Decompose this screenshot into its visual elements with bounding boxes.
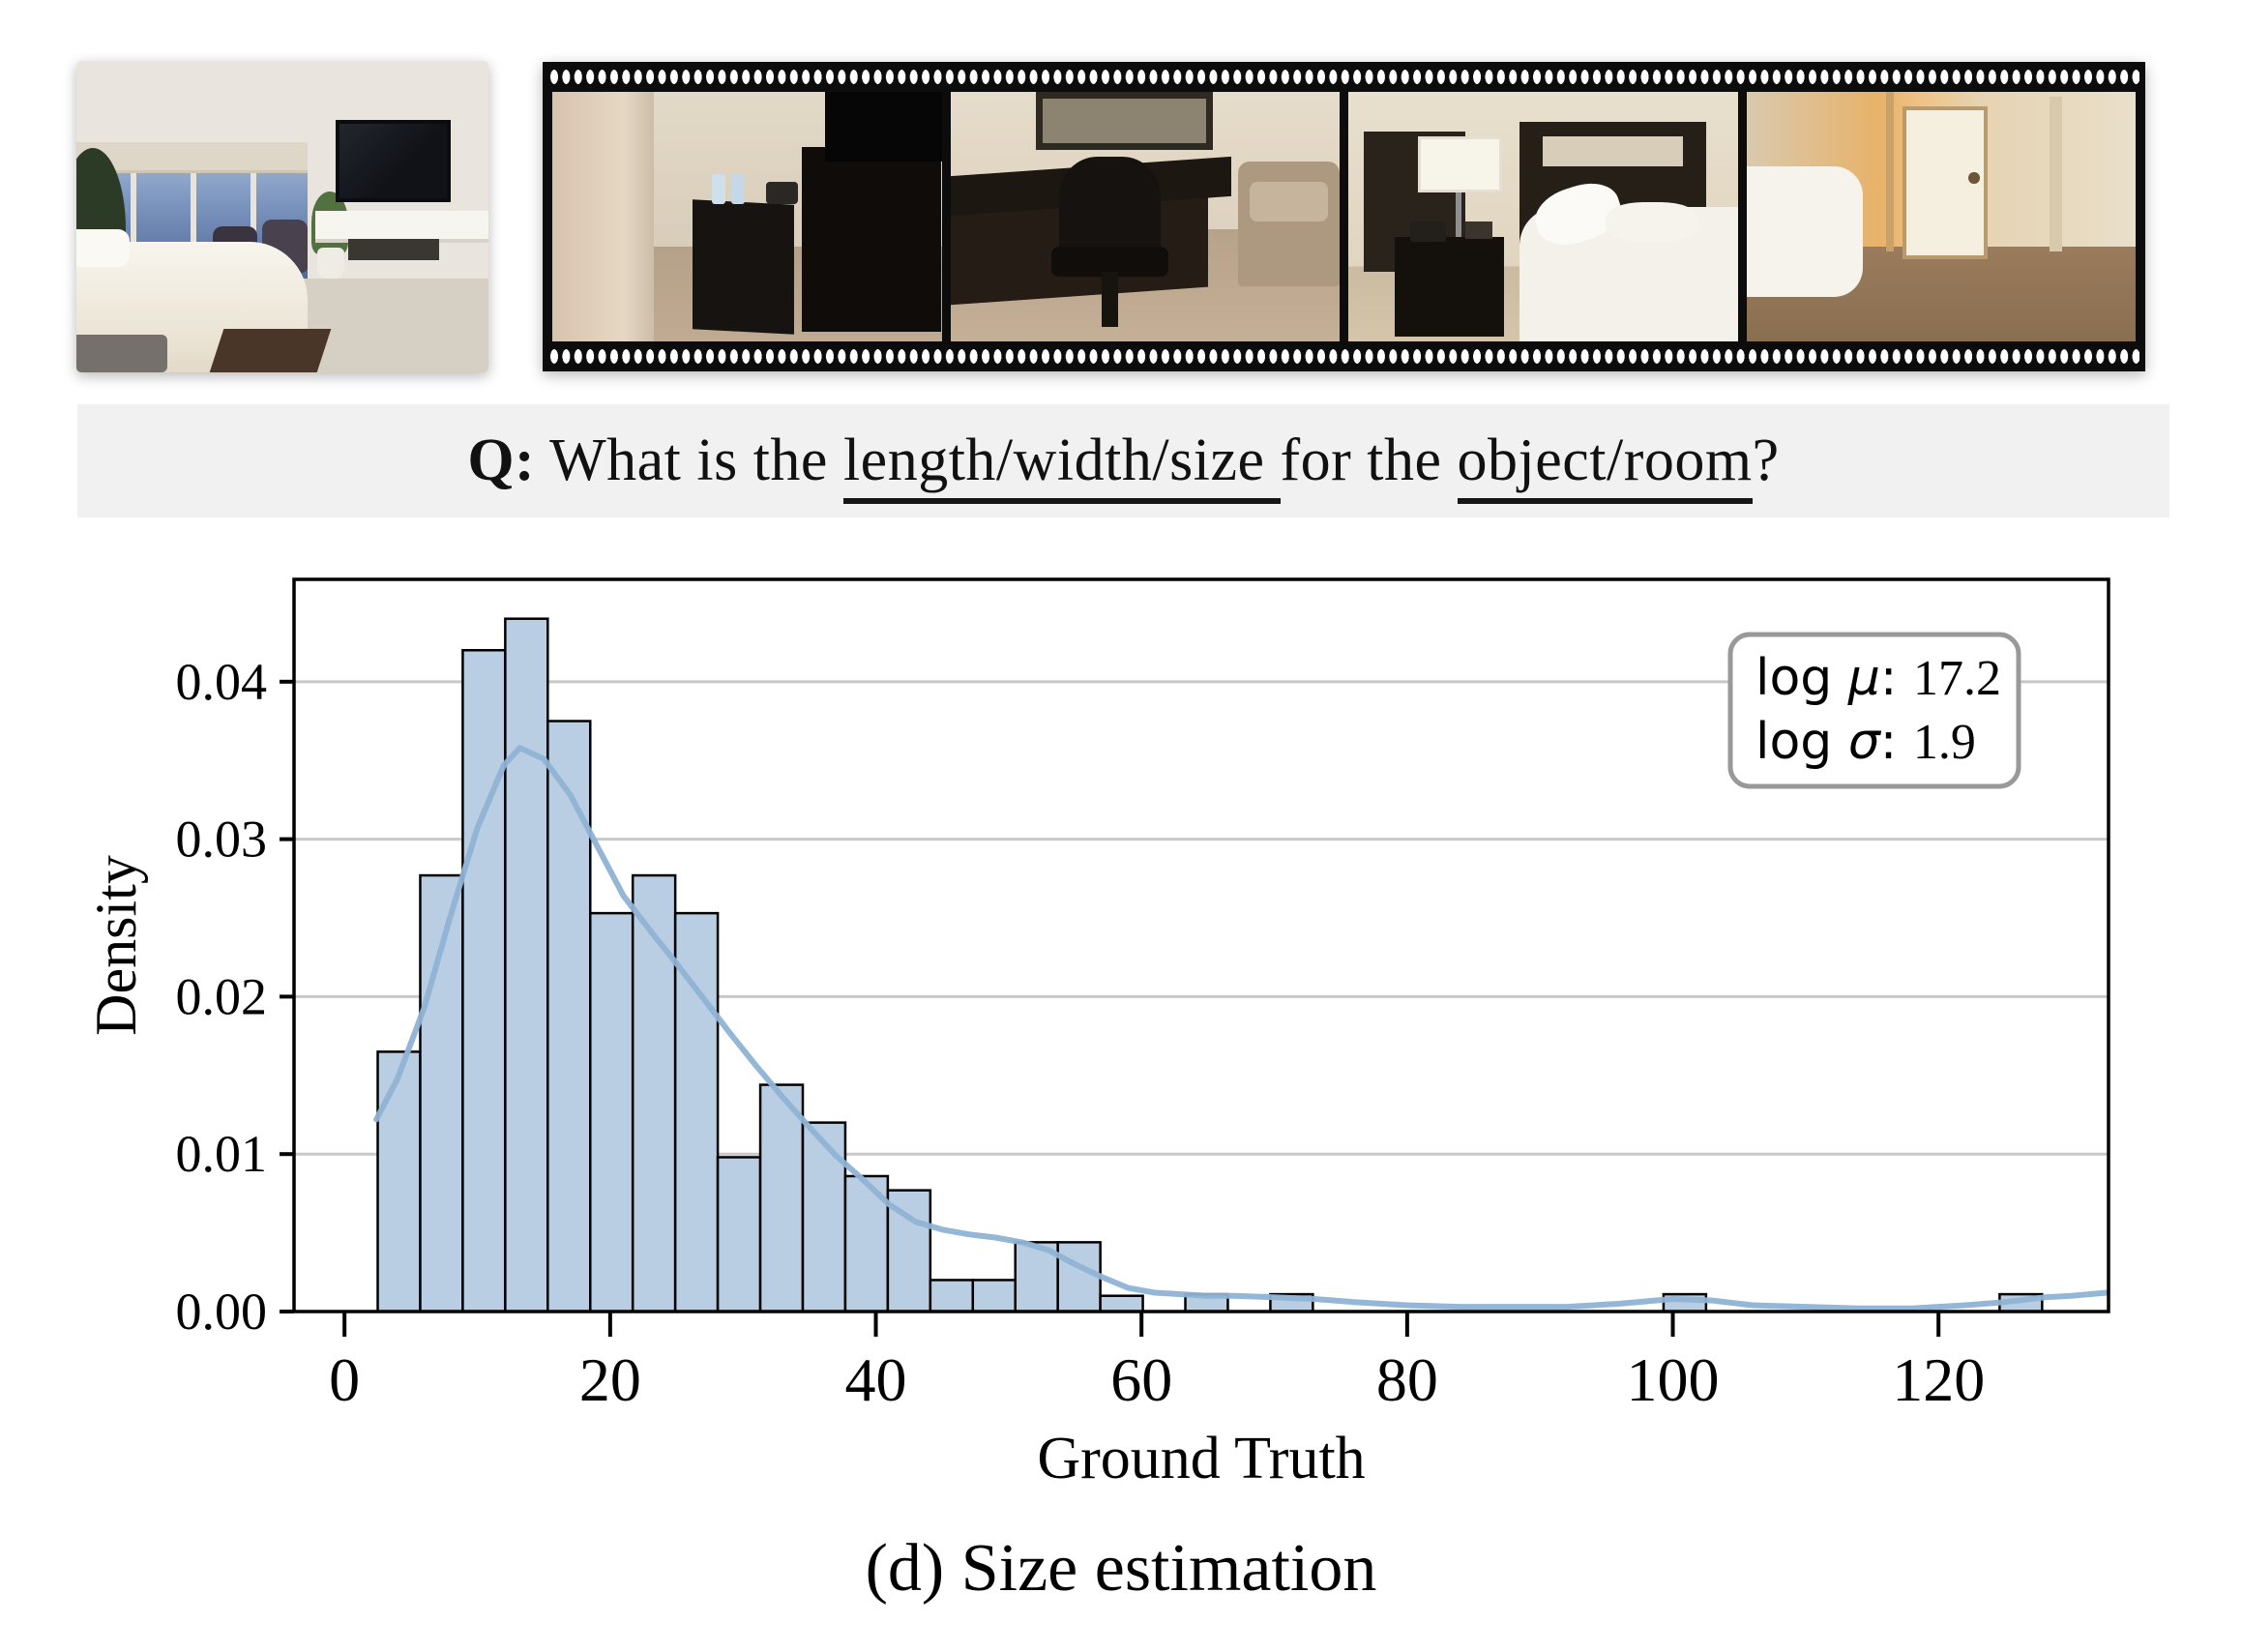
photo-window-blinds [76, 141, 308, 173]
frame-entry-door [1746, 92, 2136, 341]
filmstrip-frames [552, 92, 2136, 341]
frame-minibar-dresser [552, 92, 942, 341]
histogram-bar [546, 720, 592, 1313]
histogram-bar [461, 649, 507, 1313]
histogram-bar [1099, 1294, 1144, 1313]
question-label: Q: [467, 428, 536, 493]
histogram-bar [673, 911, 720, 1313]
frame-bed-nightstand [1348, 92, 1738, 341]
x-tick-label: 20 [579, 1345, 641, 1414]
filmstrip-sprocket-holes-top [548, 64, 2139, 90]
photo-plant-pot [317, 248, 344, 280]
x-tick-label: 60 [1110, 1345, 1172, 1414]
photo-tv [336, 120, 452, 203]
y-tick-label: 0.02 [176, 967, 268, 1025]
filmstrip-sprocket-holes-bottom [548, 343, 2139, 369]
figure-caption: (d) Size estimation [865, 1531, 1377, 1606]
histogram-bar [589, 911, 634, 1313]
question-bar: Q: What is the length/width/size for the… [77, 404, 2169, 517]
y-axis-label: Density [84, 855, 148, 1036]
histogram-bar [504, 617, 549, 1313]
photo-fireplace [348, 238, 439, 261]
histogram-chart: 0 20 40 60 80 100 120 0.00 0.01 0.02 0.03 0.04 Groun… [84, 577, 2110, 1491]
photo-bed-base [209, 328, 331, 372]
frame-desk-chair [950, 92, 1340, 341]
histogram-bar [801, 1121, 847, 1313]
legend-line: log σ: 1.9 [1755, 713, 1976, 771]
kde-curve [373, 745, 2110, 1312]
histogram-bar [376, 1050, 422, 1313]
x-tick-label: 80 [1376, 1345, 1438, 1414]
legend-line: log μ: 17.2 [1755, 649, 2001, 707]
histogram-bar [1056, 1241, 1102, 1313]
photo-bench [76, 335, 167, 372]
histogram-bar [929, 1279, 975, 1313]
histogram-bar [971, 1279, 1017, 1313]
y-tick-label: 0.03 [176, 811, 268, 869]
plot-frame [292, 577, 2110, 1313]
question-underlined-term: length/width/size [842, 428, 1281, 504]
photo-mantel [315, 210, 488, 239]
histogram-bar [716, 1156, 762, 1313]
legend-box [1727, 632, 2021, 789]
y-tick-label: 0.00 [176, 1283, 268, 1341]
photo-pillow [76, 228, 131, 267]
reference-bedroom-photo [76, 61, 488, 372]
x-tick-label: 120 [1892, 1345, 1985, 1414]
video-filmstrip [543, 62, 2145, 371]
question-text: Q: What is the length/width/size for the… [467, 427, 1779, 504]
y-tick-label: 0.04 [176, 653, 268, 711]
y-tick-label: 0.01 [176, 1125, 268, 1183]
x-tick-label: 40 [845, 1345, 907, 1414]
histogram-bar [631, 873, 677, 1313]
x-tick-label: 100 [1627, 1345, 1720, 1414]
question-underlined-term: object/room [1457, 428, 1753, 504]
histogram-bar [758, 1083, 805, 1313]
x-tick-label: 0 [329, 1345, 360, 1414]
x-axis-label: Ground Truth [1037, 1426, 1365, 1491]
